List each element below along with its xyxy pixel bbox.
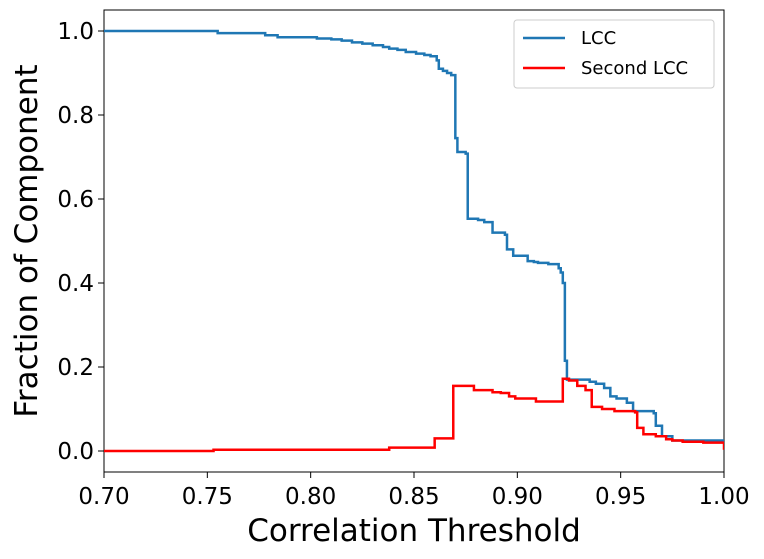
series-line-second-lcc xyxy=(104,377,724,453)
y-tick-label: 0.6 xyxy=(57,187,94,213)
series-layer xyxy=(104,29,724,453)
legend: LCC Second LCC xyxy=(513,19,715,89)
x-tick-label: 0.95 xyxy=(595,484,646,510)
x-tick-label: 0.80 xyxy=(285,484,336,510)
legend-label: Second LCC xyxy=(581,58,688,79)
legend-label: LCC xyxy=(581,28,616,49)
x-tick-label: 1.00 xyxy=(698,484,749,510)
x-tick-label: 0.90 xyxy=(492,484,543,510)
y-axis: 0.0 0.2 0.4 0.6 0.8 1.0 xyxy=(57,19,104,465)
x-tick-label: 0.70 xyxy=(78,484,129,510)
y-tick-label: 0.2 xyxy=(57,355,94,381)
y-axis-title: Fraction of Component xyxy=(9,64,45,417)
y-tick-label: 0.0 xyxy=(57,439,94,465)
x-tick-label: 0.75 xyxy=(182,484,233,510)
y-tick-label: 0.8 xyxy=(57,103,94,129)
y-tick-label: 1.0 xyxy=(57,19,94,45)
x-tick-label: 0.85 xyxy=(388,484,439,510)
x-axis: 0.70 0.75 0.80 0.85 0.90 0.95 1.00 xyxy=(78,472,750,510)
y-tick-label: 0.4 xyxy=(57,271,94,297)
series-line-lcc xyxy=(104,29,724,442)
legend-entries: LCC Second LCC xyxy=(523,28,688,79)
x-axis-title: Correlation Threshold xyxy=(247,513,581,549)
